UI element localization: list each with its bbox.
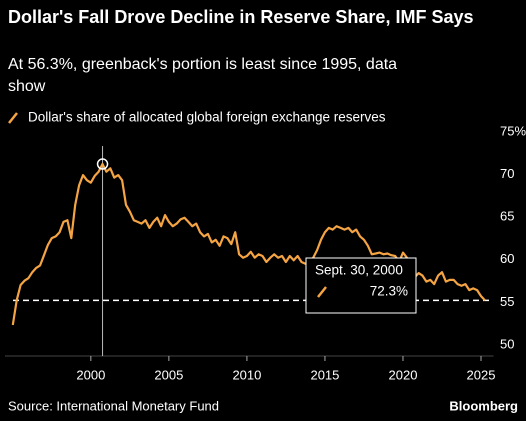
x-tick-label: 2000 — [76, 367, 105, 382]
x-tick-label: 2010 — [232, 367, 261, 382]
legend-label: Dollar's share of allocated global forei… — [28, 110, 386, 125]
series-line — [11, 162, 486, 326]
y-tick-label: 60 — [500, 251, 514, 266]
tooltip-date: Sept. 30, 2000 — [315, 263, 403, 278]
y-tick-label: 75% — [500, 123, 526, 138]
x-tick-label: 2015 — [310, 367, 339, 382]
x-tick-label: 2020 — [389, 367, 418, 382]
brand: Bloomberg — [449, 398, 518, 413]
tooltip-value: 72.3% — [370, 284, 408, 299]
tooltip-icon — [317, 286, 327, 298]
y-tick-label: 50 — [500, 336, 514, 351]
legend-icon — [8, 112, 18, 124]
x-tick-label: 2025 — [467, 367, 496, 382]
y-tick-label: 55 — [500, 294, 514, 309]
chart-title: Dollar's Fall Drove Decline in Reserve S… — [8, 7, 473, 27]
chart-subtitle: At 56.3%, greenback's portion is least s… — [8, 56, 397, 95]
tooltip-box — [305, 257, 417, 314]
annotation-marker — [96, 158, 109, 170]
y-tick-label: 65 — [500, 209, 514, 224]
source: Source: International Monetary Fund — [8, 398, 219, 413]
x-tick-label: 2005 — [154, 367, 183, 382]
y-tick-label: 70 — [500, 166, 514, 181]
